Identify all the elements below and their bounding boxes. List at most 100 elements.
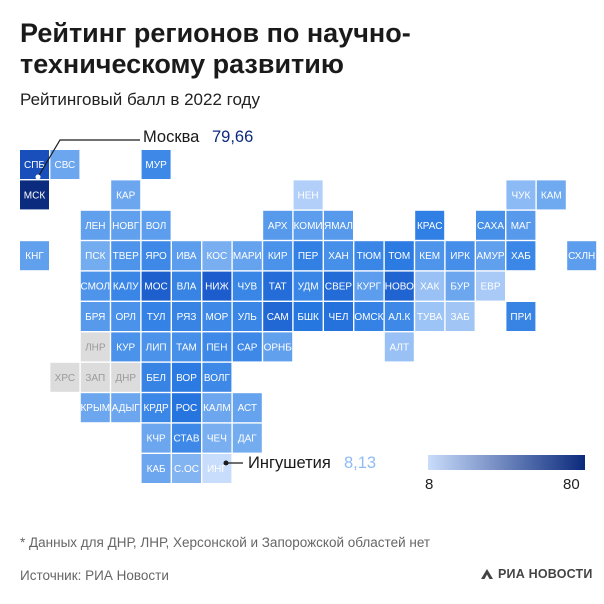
region-label-ДАГ: ДАГ (238, 434, 257, 445)
region-label-УДМ: УДМ (298, 282, 319, 293)
region-label-КАБ: КАБ (147, 464, 166, 475)
region-label-АЛТ: АЛТ (390, 342, 410, 353)
ingushetia-value: 8,13 (344, 454, 376, 472)
moscow-marker (35, 174, 41, 180)
region-tile-КРЫМ (80, 393, 110, 423)
region-tile-ТЮМ (354, 241, 384, 271)
region-label-АРХ: АРХ (268, 221, 288, 232)
region-label-НИЖ: НИЖ (205, 282, 229, 293)
region-tile-КАЛУ (111, 271, 141, 301)
region-tile-СПБ (20, 150, 49, 179)
region-label-ЕВР: ЕВР (480, 282, 500, 293)
region-label-ПРИ: ПРИ (510, 312, 531, 323)
region-label-ПЕН: ПЕН (206, 342, 227, 353)
region-tile-ОМСК (354, 302, 384, 331)
region-label-ОМСК: ОМСК (354, 312, 383, 323)
region-tile-КРДР (141, 393, 171, 423)
region-label-КЧР: КЧР (147, 434, 166, 445)
region-tile-АСТ (232, 393, 262, 423)
region-label-СМОЛ: СМОЛ (80, 282, 110, 293)
region-tile-КОС (202, 241, 232, 271)
region-label-КАР: КАР (116, 190, 135, 201)
region-tile-НЕН (293, 180, 323, 210)
region-label-ЛЕН: ЛЕН (85, 221, 105, 232)
region-tile-ЗАП (80, 362, 110, 392)
chart-title: Рейтинг регионов по научно-техническому … (20, 18, 411, 79)
region-label-УЛЬ: УЛЬ (238, 312, 258, 323)
region-label-МУР: МУР (145, 160, 167, 171)
region-tile-МОС (141, 271, 171, 301)
region-label-СХЛН: СХЛН (568, 251, 595, 262)
region-label-КАМ: КАМ (541, 190, 562, 201)
region-tile-АЛТ (384, 332, 414, 362)
region-label-МОС: МОС (144, 282, 167, 293)
source-label: Источник: РИА Новости (20, 568, 169, 583)
region-tile-ЯРО (141, 241, 171, 271)
region-label-БШК: БШК (297, 312, 319, 323)
region-label-С.ОС: С.ОС (174, 464, 199, 475)
region-label-ВЛА: ВЛА (177, 282, 197, 293)
region-label-КОС: КОС (207, 251, 228, 262)
region-tile-ИВА (172, 241, 201, 271)
legend-max-label: 80 (563, 476, 580, 493)
region-tile-ПРИ (506, 302, 536, 331)
region-label-ПЕР: ПЕР (298, 251, 319, 262)
region-tile-ТУЛ (141, 302, 171, 331)
region-label-НЕН: НЕН (298, 190, 319, 201)
region-label-БЕЛ: БЕЛ (146, 373, 166, 384)
region-label-МОР: МОР (206, 312, 229, 323)
region-label-КУРГ: КУРГ (357, 282, 382, 293)
chart-subtitle: Рейтинговый балл в 2022 году (20, 90, 260, 109)
region-label-ИВА: ИВА (176, 251, 197, 262)
region-tile-ХРС (50, 362, 80, 392)
brand-text: РИА НОВОСТИ (498, 567, 593, 581)
region-label-ВОЛГ: ВОЛГ (204, 373, 231, 384)
region-tile-СТАВ (172, 423, 201, 453)
region-label-ТАМ: ТАМ (176, 342, 197, 353)
region-tile-ВОР (172, 362, 201, 392)
region-label-ТУЛ: ТУЛ (147, 312, 166, 323)
footnote: * Данных для ДНР, ЛНР, Херсонской и Запо… (20, 535, 431, 550)
region-tile-УДМ (293, 271, 323, 301)
region-label-КОМИ: КОМИ (294, 221, 323, 232)
region-tile-МСК (20, 180, 49, 210)
region-label-МАРИ: МАРИ (233, 251, 262, 262)
region-tile-ВЛА (172, 271, 201, 301)
region-label-ИНГ: ИНГ (207, 464, 227, 475)
region-tile-МАРИ (232, 241, 262, 271)
moscow-label: Москва (143, 128, 200, 146)
region-tile-АМУР (476, 241, 505, 271)
region-tile-ЛЕН (80, 210, 110, 240)
region-tile-ОРЛ (111, 302, 141, 331)
region-tile-БШК (293, 302, 323, 331)
region-label-ТУВА: ТУВА (417, 312, 443, 323)
region-label-ЧУК: ЧУК (511, 190, 530, 201)
region-label-САМ: САМ (267, 312, 289, 323)
region-label-АМУР: АМУР (476, 251, 504, 262)
region-label-СВЕР: СВЕР (325, 282, 353, 293)
region-tile-КАР (111, 180, 141, 210)
region-tile-КИР (263, 241, 293, 271)
region-tile-ВОЛ (141, 210, 171, 240)
region-label-ВОР: ВОР (176, 373, 197, 384)
region-label-НОВО: НОВО (385, 282, 414, 293)
region-tile-РЯЗ (172, 302, 201, 331)
region-tile-ХАБ (506, 241, 536, 271)
region-tile-СХЛН (567, 241, 597, 271)
moscow-leader-line (37, 139, 140, 178)
region-label-БУР: БУР (450, 282, 470, 293)
region-label-ОРНБ: ОРНБ (264, 342, 293, 353)
region-tile-УЛЬ (232, 302, 262, 331)
ria-logo-icon (481, 569, 493, 579)
region-tile-НИЖ (202, 271, 232, 301)
region-tile-С.ОС (172, 454, 201, 483)
region-label-ТВЕР: ТВЕР (113, 251, 139, 262)
legend-color-scale (428, 455, 585, 470)
region-label-ИРК: ИРК (450, 251, 470, 262)
region-tile-ЛИП (141, 332, 171, 362)
ingushetia-marker (223, 460, 229, 466)
region-label-КЕМ: КЕМ (419, 251, 440, 262)
region-tile-КЕМ (415, 241, 445, 271)
region-tile-КАЛМ (202, 393, 232, 423)
region-tile-ИРК (445, 241, 475, 271)
